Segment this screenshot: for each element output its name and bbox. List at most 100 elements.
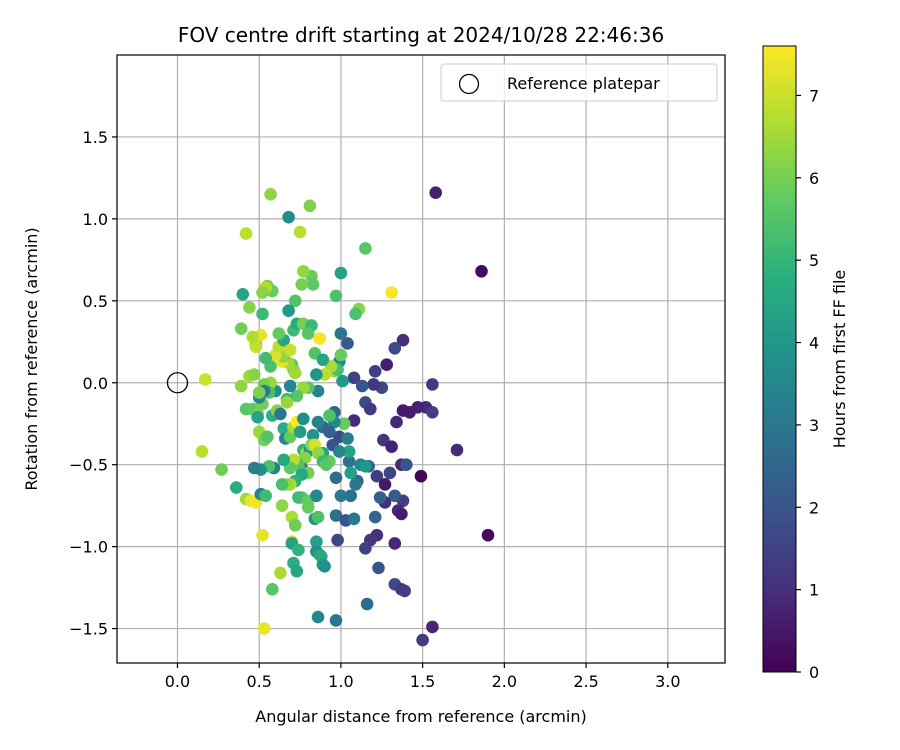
scatter-point	[311, 610, 325, 624]
scatter-point	[388, 537, 402, 550]
scatter-point	[334, 348, 348, 362]
scatter-point	[390, 415, 403, 429]
scatter-point	[388, 489, 402, 503]
colorbar: 0 1 2 3 4 5 6 7 Hours from first FF file	[762, 45, 849, 682]
y-tick-label: 1.0	[83, 210, 108, 229]
y-tick-label: 1.5	[83, 128, 108, 147]
scatter-point	[341, 432, 354, 445]
legend: Reference platepar	[440, 63, 718, 102]
scatter-point	[349, 478, 362, 491]
scatter-point	[342, 445, 356, 458]
scatter-point	[313, 332, 327, 345]
colorbar-tick-label: 0	[809, 663, 819, 682]
scatter-point	[310, 368, 323, 381]
x-axis-label: Angular distance from reference (arcmin)	[255, 707, 586, 726]
scatter-point	[283, 379, 297, 393]
colorbar-tick-label: 1	[809, 581, 819, 600]
scatter-point	[416, 633, 429, 647]
scatter-point	[360, 597, 374, 611]
scatter-point	[264, 188, 277, 201]
scatter-point	[243, 301, 256, 314]
scatter-point	[249, 340, 263, 354]
scatter-point	[280, 396, 294, 409]
legend-box	[440, 63, 718, 102]
scatter-point	[195, 445, 209, 458]
scatter-point	[414, 469, 428, 483]
legend-label-reference-platepar: Reference platepar	[507, 74, 660, 93]
chart-title: FOV centre drift starting at 2024/10/28 …	[178, 23, 664, 47]
scatter-point	[306, 278, 320, 291]
scatter-point	[246, 330, 259, 344]
scatter-point	[347, 371, 361, 385]
scatter-point	[297, 265, 310, 278]
scatter-point	[256, 528, 269, 542]
y-tick-label: 0.5	[83, 292, 108, 311]
colorbar-ticks: 0 1 2 3 4 5 6 7	[796, 86, 819, 682]
scatter-points	[166, 186, 495, 647]
scatter-point	[368, 510, 382, 524]
scatter-point	[341, 337, 354, 350]
scatter-point	[230, 481, 243, 494]
scatter-point	[301, 327, 315, 340]
scatter-point	[303, 199, 317, 213]
reference-platepar-marker	[166, 372, 189, 394]
scatter-point	[370, 469, 384, 483]
y-tick-label: 0.0	[83, 374, 108, 393]
scatter-point	[311, 384, 325, 398]
scatter-point	[311, 415, 325, 429]
scatter-point	[272, 327, 286, 340]
scatter-point	[319, 458, 333, 472]
scatter-point	[329, 509, 343, 522]
colorbar-tick-label: 2	[809, 498, 819, 517]
scatter-point	[364, 402, 377, 416]
scatter-point	[293, 225, 307, 239]
y-axis-label: Rotation from reference (arcmin)	[22, 227, 41, 490]
scatter-point	[329, 471, 343, 485]
scatter-point	[344, 466, 358, 480]
scatter-point	[293, 425, 307, 439]
scatter-point	[385, 440, 398, 454]
scatter-point	[275, 499, 289, 512]
scatter-point	[349, 307, 362, 321]
scatter-point	[426, 406, 439, 419]
x-tick-label: 1.0	[328, 672, 353, 691]
colorbar-gradient	[762, 45, 797, 673]
scatter-point	[259, 489, 273, 503]
scatter-point	[342, 455, 356, 468]
scatter-point	[396, 333, 410, 347]
scatter-point	[261, 430, 274, 444]
scatter-point	[383, 466, 397, 480]
scatter-point	[359, 242, 372, 255]
scatter-point	[336, 374, 349, 388]
scatter-point	[395, 507, 408, 521]
scatter-point	[323, 409, 336, 422]
scatter-point	[385, 286, 398, 299]
scatter-point	[367, 378, 380, 391]
x-axis-ticks: 0.0 0.5 1.0 1.5 2.0 2.5 3.0	[165, 663, 681, 691]
scatter-point	[368, 365, 382, 378]
scatter-point	[256, 307, 269, 321]
scatter-point	[329, 614, 343, 627]
scatter-point	[426, 378, 439, 391]
scatter-point	[301, 501, 315, 514]
scatter-point	[236, 288, 250, 301]
scatter-point	[333, 445, 346, 458]
scatter-point	[378, 478, 392, 491]
scatter-point	[355, 379, 369, 393]
scatter-point	[290, 389, 304, 403]
scatter-point	[288, 366, 302, 380]
scatter-point	[274, 407, 287, 421]
y-tick-label: −1.5	[69, 620, 108, 639]
scatter-point	[318, 560, 331, 573]
scatter-point	[290, 564, 304, 578]
scatter-point	[426, 620, 439, 634]
scatter-point	[310, 535, 323, 548]
scatter-point	[248, 368, 261, 381]
scatter-point	[199, 373, 212, 386]
scatter-point	[347, 512, 361, 526]
scatter-point	[266, 583, 279, 596]
scatter-point	[329, 289, 343, 303]
scatter-point	[277, 453, 291, 467]
